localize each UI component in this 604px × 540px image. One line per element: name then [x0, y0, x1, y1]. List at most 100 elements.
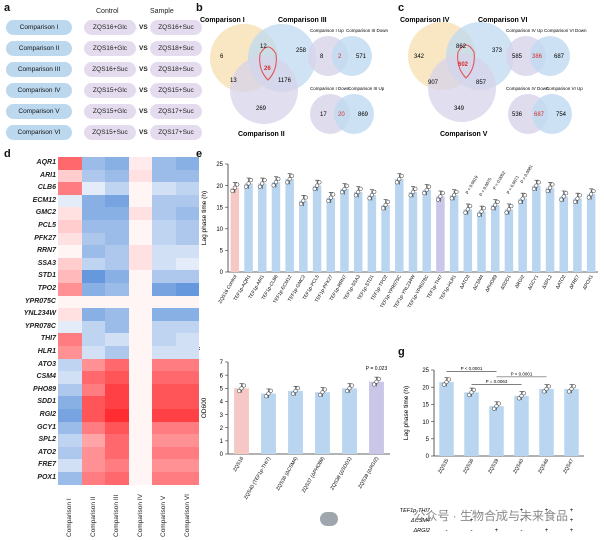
- gene-label: CSM4: [36, 373, 56, 381]
- factor-mark: +: [520, 518, 524, 524]
- y-tick-label: 0: [426, 454, 430, 460]
- data-point: [372, 382, 377, 387]
- heatmap-cell: [128, 232, 152, 246]
- heatmap-cell: [58, 157, 82, 170]
- data-point: [353, 193, 358, 198]
- heatmap-cell: [175, 283, 199, 296]
- bar: [271, 182, 281, 272]
- heatmap-cell: [128, 194, 152, 208]
- heatmap-cell: [128, 459, 152, 472]
- panel-label-a: a: [4, 2, 11, 14]
- heatmap-cell: [81, 409, 105, 422]
- heatmap-cell: [152, 472, 176, 485]
- small-venn-2-mid-n: 20: [338, 112, 345, 118]
- heatmap-column-label: Comparison VI: [183, 493, 191, 537]
- data-point: [589, 192, 594, 197]
- factor-mark: +: [470, 518, 474, 524]
- heatmap-cell: [58, 182, 82, 195]
- heatmap-cell: [105, 232, 129, 246]
- bar: [539, 388, 554, 456]
- wechat-icon: [320, 512, 338, 526]
- data-point: [544, 386, 549, 391]
- heatmap-cell: [128, 333, 152, 346]
- data-point: [452, 193, 457, 198]
- data-point: [367, 196, 372, 201]
- bar: [449, 195, 459, 272]
- heatmap-cell: [81, 434, 105, 447]
- comparison-pill: Comparison III: [6, 62, 72, 77]
- category-label: ZQS46: [537, 458, 550, 475]
- heatmap-cell: [105, 320, 129, 334]
- heatmap-cell: [152, 459, 176, 472]
- heatmap-cell: [175, 383, 199, 397]
- factor-mark: -: [446, 518, 448, 524]
- bar: [436, 196, 445, 272]
- data-point: [477, 212, 482, 217]
- category-label: ΔRGI2: [514, 274, 527, 290]
- bar: [532, 185, 541, 272]
- data-point: [465, 207, 470, 212]
- p-value-annotation: P = 0.0063: [486, 379, 508, 384]
- data-point: [408, 193, 413, 198]
- y-tick-label: 1: [220, 439, 224, 445]
- data-point: [440, 191, 445, 196]
- data-point: [569, 386, 574, 391]
- heatmap-cell: [58, 371, 82, 384]
- heatmap-column-label: Comparison II: [89, 496, 97, 537]
- factor-label: ΔRGI2: [412, 528, 430, 534]
- heatmap-cell: [152, 232, 176, 246]
- y-tick-label: 7: [220, 360, 224, 366]
- data-point: [495, 199, 500, 204]
- data-point: [276, 176, 281, 181]
- small-venn-1-left-n: 585: [512, 54, 523, 60]
- data-point: [427, 184, 432, 189]
- small-venn-1-title-right: Comparison III Down: [346, 28, 389, 33]
- data-point: [237, 388, 242, 394]
- data-point: [301, 198, 306, 203]
- heatmap-cell: [105, 346, 129, 359]
- heatmap-cell: [81, 472, 105, 485]
- heatmap-cell: [81, 220, 105, 233]
- heatmap-cell: [128, 358, 152, 372]
- heatmap-cell: [128, 257, 152, 271]
- data-point: [518, 199, 523, 204]
- data-point: [536, 180, 541, 185]
- bar-chart-lag-phase-g: 0 5 10 15 20 25 Lag phase time (h) ZQS35 ZQS36 ZQ…: [400, 366, 584, 534]
- factor-mark: -: [546, 518, 548, 524]
- heatmap-cell: [58, 245, 82, 258]
- heatmap-cell: [81, 283, 105, 296]
- heatmap-cell: [128, 320, 152, 334]
- venn-n1: 6: [220, 54, 224, 60]
- data-point: [506, 207, 511, 212]
- panel-label-b: b: [196, 2, 203, 14]
- bar: [230, 187, 240, 272]
- heatmap-cell: [58, 333, 82, 346]
- data-point: [534, 183, 539, 188]
- heatmap-cell: [152, 409, 176, 422]
- venn-n2: 373: [492, 48, 503, 54]
- heatmap-cell: [128, 446, 152, 460]
- factor-mark: +: [520, 508, 524, 514]
- gene-label: PHO89: [33, 385, 56, 393]
- factor-label: TEF1p-THI7: [400, 508, 431, 514]
- data-point: [494, 404, 499, 409]
- data-point: [521, 391, 526, 396]
- venn-panel-b: Comparison I Comparison III Comparison I…: [200, 17, 389, 138]
- heatmap-cell: [105, 169, 129, 183]
- data-point: [322, 387, 327, 392]
- factor-mark: -: [496, 508, 498, 514]
- p-value-annotation: P = 0.023: [366, 366, 388, 372]
- data-point: [446, 377, 451, 382]
- gene-label: YNL234W: [23, 310, 56, 318]
- heatmap-cell: [152, 371, 176, 384]
- heatmap-cell: [81, 346, 105, 359]
- data-point: [504, 210, 509, 215]
- small-venn-2-left-n: 536: [512, 112, 523, 118]
- y-tick-label: 15: [422, 403, 429, 409]
- p-value-annotation: P = 0.0052: [492, 170, 507, 191]
- heatmap-cell: [105, 270, 129, 283]
- y-tick-label: 10: [216, 227, 223, 233]
- heatmap-cell: [58, 409, 82, 422]
- factor-mark: -: [446, 528, 448, 534]
- heatmap-cell: [58, 270, 82, 283]
